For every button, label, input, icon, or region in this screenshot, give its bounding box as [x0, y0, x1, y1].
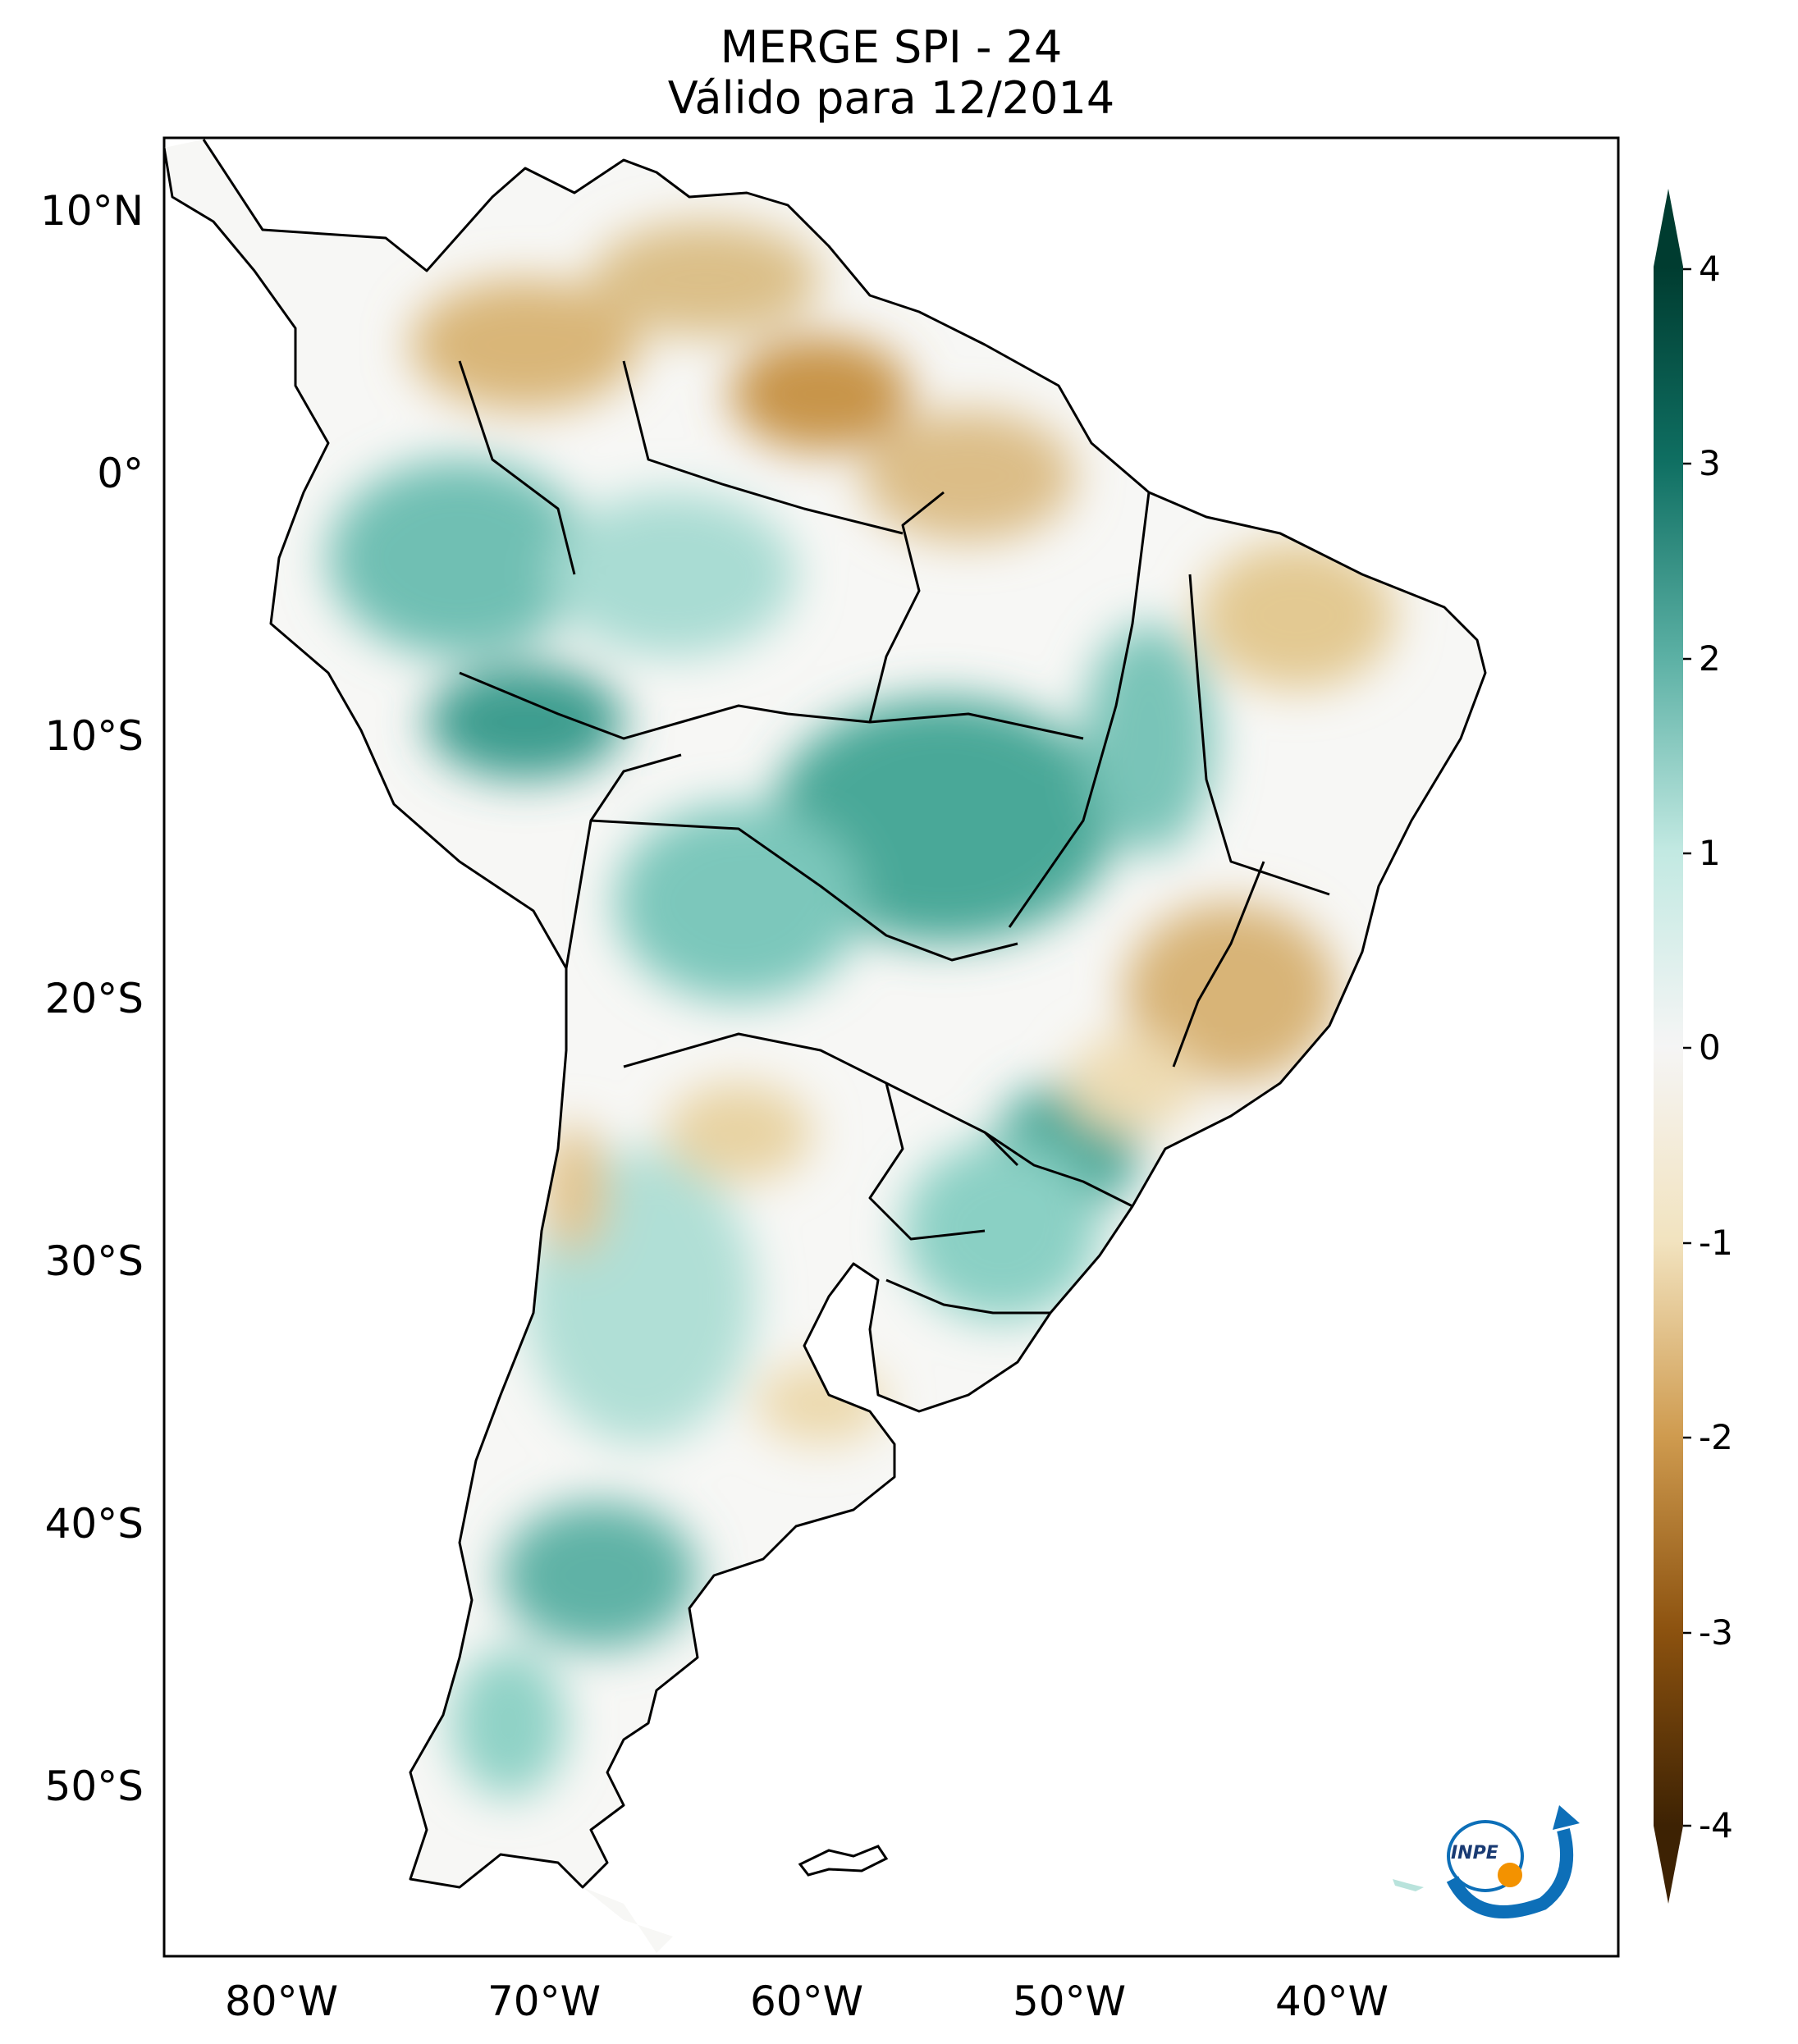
colorbar-label-1: 1: [1699, 833, 1721, 873]
lat-label-30s: 30°S: [44, 1237, 144, 1285]
coastline-and-borders: [162, 139, 1487, 1889]
colorbar-label-2: 2: [1699, 638, 1721, 679]
border-bahia: [1188, 574, 1330, 896]
lon-label-50w: 50°W: [1012, 1978, 1127, 2025]
border-ne-states: [1008, 492, 1151, 928]
colorbar-extend-bottom: [1654, 1826, 1683, 1904]
falklands-island: [798, 1845, 889, 1877]
border-minas: [1172, 861, 1265, 1068]
colorbar-ticks: [1683, 268, 1691, 1827]
colorbar-extend-top: [1654, 189, 1683, 267]
border-sp: [984, 1131, 1133, 1208]
border-state-a: [868, 491, 945, 723]
inpe-logo-text: INPE: [1451, 1843, 1498, 1863]
border-uruguay: [885, 1278, 1050, 1315]
border-paraguay: [868, 1082, 986, 1241]
colorbar-label-0: 0: [1699, 1027, 1721, 1068]
lat-label-50s: 50°S: [44, 1763, 144, 1810]
border-bolivia-brazil: [590, 819, 1018, 962]
lon-label-40w: 40°W: [1274, 1978, 1389, 2025]
colorbar: [1654, 267, 1683, 1826]
colorbar-label-neg1: -1: [1699, 1223, 1733, 1263]
lat-label-20s: 20°S: [44, 975, 144, 1022]
map-title-line-1: MERGE SPI - 24: [720, 21, 1063, 73]
colorbar-label-neg4: -4: [1699, 1805, 1733, 1845]
inpe-logo: [1446, 1805, 1580, 1918]
lat-label-40s: 40°S: [44, 1500, 144, 1548]
lon-label-80w: 80°W: [224, 1978, 339, 2025]
lon-label-70w: 70°W: [487, 1978, 602, 2025]
lat-label-10s: 10°S: [44, 712, 144, 760]
border-andes-bolivia: [565, 753, 682, 969]
border-north-brazil: [459, 671, 1084, 740]
colorbar-label-3: 3: [1699, 443, 1721, 483]
south-georgia-island: [1393, 1879, 1424, 1891]
map-title-line-2: Válido para 12/2014: [667, 72, 1115, 124]
border-colombia: [458, 360, 576, 575]
border-venezuela: [622, 360, 904, 535]
lon-label-60w: 60°W: [749, 1978, 864, 2025]
colorbar-label-4: 4: [1699, 249, 1721, 289]
border-paraguay-argentina: [623, 1032, 1019, 1167]
lat-label-10n: 10°N: [39, 187, 144, 235]
colorbar-label-neg2: -2: [1699, 1417, 1733, 1457]
colorbar-label-neg3: -3: [1699, 1612, 1733, 1653]
lat-label-0: 0°: [97, 450, 144, 497]
